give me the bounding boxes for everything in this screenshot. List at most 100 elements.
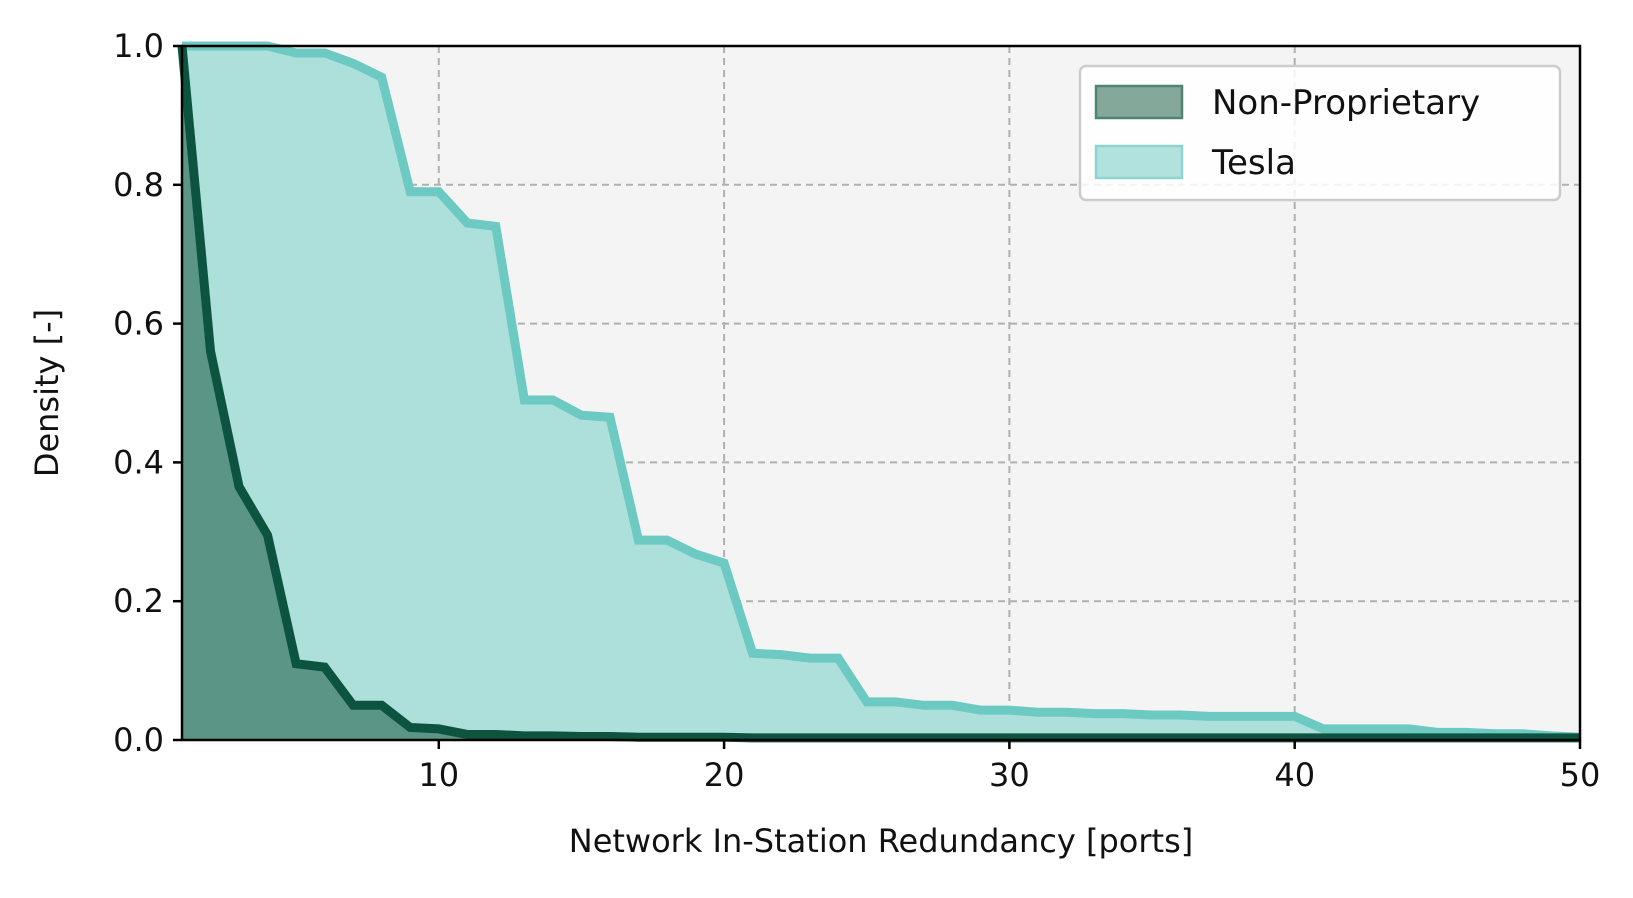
data-point-non-proprietary	[352, 704, 354, 707]
data-point-non-proprietary	[295, 662, 297, 665]
data-point-non-proprietary	[1065, 737, 1068, 739]
data-point-tesla	[922, 704, 925, 707]
data-point-non-proprietary	[666, 736, 668, 739]
data-point-non-proprietary	[1493, 737, 1496, 739]
data-point-non-proprietary	[552, 735, 554, 737]
data-point-non-proprietary	[694, 736, 697, 739]
data-point-tesla	[1465, 731, 1467, 734]
y-tick-label: 0.4	[113, 443, 164, 481]
data-point-tesla	[780, 653, 782, 656]
data-point-non-proprietary	[1436, 737, 1439, 739]
data-point-tesla	[1236, 715, 1239, 718]
data-point-tesla	[1008, 709, 1011, 711]
data-point-tesla	[1436, 731, 1439, 734]
data-point-non-proprietary	[1379, 737, 1382, 739]
series-line-non-proprietary	[177, 45, 1580, 743]
data-point-non-proprietary	[1179, 737, 1182, 739]
data-point-non-proprietary	[1122, 737, 1125, 739]
data-point-tesla	[808, 657, 811, 659]
y-tick-label: 0.2	[113, 582, 164, 620]
data-point-non-proprietary	[380, 704, 383, 707]
data-point-tesla	[437, 190, 440, 193]
data-point-non-proprietary	[808, 737, 811, 739]
data-point-non-proprietary	[1322, 737, 1325, 739]
x-axis-ticks: 10 20 30 40 50	[418, 740, 1600, 794]
data-point-tesla	[1037, 711, 1039, 714]
series-layer	[177, 41, 1581, 743]
data-point-non-proprietary	[1236, 737, 1239, 739]
data-point-non-proprietary	[1550, 737, 1553, 739]
data-point-non-proprietary	[1037, 737, 1039, 739]
data-point-non-proprietary	[951, 737, 954, 739]
data-point-tesla	[751, 652, 754, 655]
x-tick-label: 20	[704, 756, 745, 794]
legend-box	[1078, 64, 1562, 202]
data-point-non-proprietary	[1208, 737, 1210, 739]
data-point-non-proprietary	[780, 737, 782, 739]
data-point-tesla	[609, 416, 611, 419]
data-point-non-proprietary	[637, 736, 640, 739]
data-point-tesla	[1379, 728, 1382, 730]
data-point-tesla	[1408, 728, 1410, 730]
data-point-tesla	[1322, 728, 1325, 730]
data-point-non-proprietary	[1522, 737, 1524, 739]
y-tick-label: 0.6	[113, 305, 164, 343]
data-point-non-proprietary	[723, 736, 725, 739]
x-tick-label: 10	[418, 756, 459, 794]
legend-label-tesla: Tesla	[1211, 143, 1296, 183]
data-point-non-proprietary	[209, 350, 212, 353]
x-tick-label: 40	[1274, 756, 1315, 794]
legend-swatch-non-proprietary	[1094, 84, 1184, 120]
data-point-non-proprietary	[894, 737, 897, 739]
data-point-tesla	[1065, 711, 1068, 714]
data-point-tesla	[1122, 712, 1125, 715]
series-line-tesla	[182, 41, 1581, 742]
data-point-non-proprietary	[266, 534, 269, 537]
data-point-tesla	[1094, 712, 1096, 715]
data-point-non-proprietary	[1293, 737, 1296, 739]
data-point-tesla	[723, 562, 725, 564]
data-point-non-proprietary	[980, 737, 982, 739]
data-point-non-proprietary	[609, 735, 611, 738]
data-point-tesla	[552, 399, 554, 401]
area-fill-tesla	[182, 46, 1580, 740]
data-point-tesla	[495, 225, 497, 228]
data-point-non-proprietary	[323, 666, 326, 668]
x-tick-label: 30	[989, 756, 1030, 794]
data-point-non-proprietary	[238, 485, 240, 488]
data-point-non-proprietary	[495, 733, 497, 736]
data-point-non-proprietary	[1151, 737, 1153, 739]
data-point-non-proprietary	[1408, 737, 1410, 739]
y-tick-label: 1.0	[113, 27, 164, 65]
data-point-tesla	[580, 414, 583, 417]
legend-swatch-tesla	[1094, 144, 1184, 180]
data-point-non-proprietary	[1094, 737, 1096, 739]
plot-frame	[180, 44, 1582, 742]
data-point-non-proprietary	[409, 726, 412, 729]
data-point-tesla	[295, 52, 297, 54]
data-point-non-proprietary	[837, 737, 840, 739]
legend: Non-Proprietary Tesla	[1078, 64, 1562, 202]
data-point-tesla	[865, 701, 868, 703]
data-point-tesla	[380, 76, 383, 79]
data-point-non-proprietary	[865, 737, 868, 739]
data-point-tesla	[1208, 715, 1210, 718]
data-point-tesla	[951, 704, 954, 707]
y-axis-label: Density [-]	[28, 309, 66, 477]
data-point-non-proprietary	[922, 737, 925, 739]
data-point-non-proprietary	[1008, 737, 1011, 739]
x-axis-label: Network In-Station Redundancy [ports]	[569, 822, 1193, 860]
data-point-tesla	[837, 657, 840, 659]
data-point-tesla	[666, 539, 668, 541]
data-point-tesla	[1151, 714, 1153, 716]
data-point-tesla	[980, 709, 982, 711]
data-point-non-proprietary	[1350, 737, 1353, 739]
y-tick-label: 0.8	[113, 166, 164, 204]
data-point-tesla	[466, 222, 469, 224]
data-point-non-proprietary	[751, 737, 754, 739]
x-tick-label: 50	[1560, 756, 1601, 794]
data-point-tesla	[352, 62, 354, 65]
data-point-non-proprietary	[437, 728, 440, 730]
